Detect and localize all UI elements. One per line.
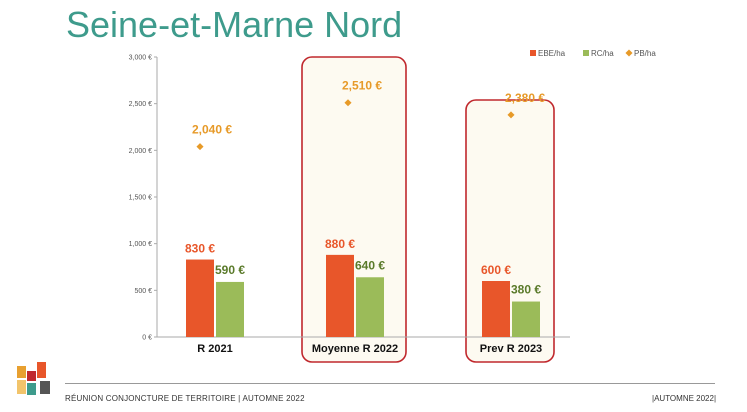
bar-ebe (326, 254, 354, 337)
legend-label: RC/ha (591, 49, 614, 58)
page-title: Seine-et-Marne Nord (66, 4, 403, 45)
footer-left-text: RÉUNION CONJONCTURE DE TERRITOIRE | AUTO… (65, 394, 305, 403)
bar-rc (216, 281, 244, 337)
y-tick-label: 1,000 € (129, 241, 152, 248)
y-tick-label: 1,500 € (129, 195, 152, 202)
x-tick-label: Moyenne R 2022 (312, 343, 398, 355)
x-tick-label: Prev R 2023 (480, 343, 542, 355)
point-pb (507, 111, 515, 119)
legend-label: PB/ha (634, 49, 656, 58)
data-label-pb: 2,380 € (505, 91, 545, 105)
bar-ebe (186, 259, 214, 337)
bar-rc (356, 277, 384, 337)
bar-ebe (482, 281, 510, 337)
data-label-ebe: 880 € (325, 237, 355, 251)
point-pb (196, 143, 204, 151)
y-tick-label: 0 € (142, 335, 152, 342)
footer-right-text: |AUTOMNE 2022| (652, 394, 717, 403)
y-tick-label: 2,500 € (129, 101, 152, 108)
x-tick-label: R 2021 (197, 343, 232, 355)
data-label-pb: 2,040 € (192, 123, 232, 137)
data-label-rc: 590 € (215, 263, 245, 277)
legend-swatch (625, 49, 633, 57)
point-pb (344, 99, 352, 107)
data-label-rc: 380 € (511, 283, 541, 297)
y-tick-label: 500 € (134, 288, 152, 295)
y-tick-label: 3,000 € (129, 55, 152, 62)
legend-swatch (583, 50, 589, 56)
bar-rc (512, 301, 540, 337)
data-label-pb: 2,510 € (342, 79, 382, 93)
data-label-ebe: 600 € (481, 263, 511, 277)
y-tick-label: 2,000 € (129, 148, 152, 155)
legend-swatch (530, 50, 536, 56)
data-label-ebe: 830 € (185, 242, 215, 256)
legend-label: EBE/ha (538, 49, 566, 58)
data-label-rc: 640 € (355, 258, 385, 272)
footer-divider (65, 383, 715, 384)
